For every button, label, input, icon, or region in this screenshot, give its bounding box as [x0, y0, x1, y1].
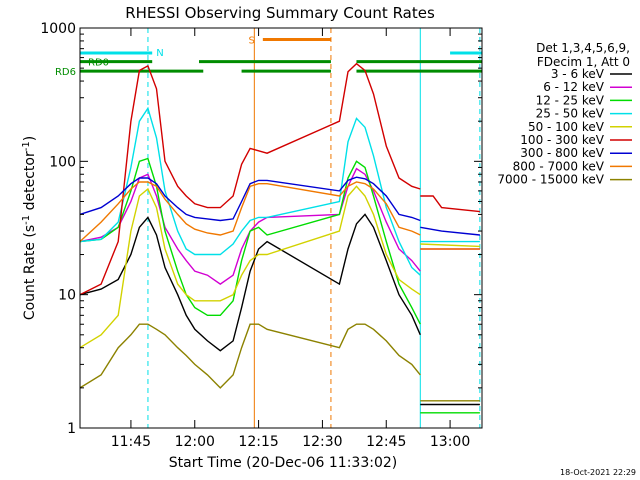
x-tick-label-1: 12:00	[175, 434, 215, 450]
series-line-300-800-kev	[79, 176, 421, 222]
series-line-800-7000-kev	[79, 181, 421, 243]
plot-frame	[79, 27, 483, 429]
legend-label-0: 3 - 6 keV	[551, 67, 605, 81]
legend-label-3: 25 - 50 keV	[536, 107, 605, 121]
series-line-late-300-800-kev	[420, 226, 480, 236]
y-axis-label: Count Rate (s-1 detector-1)	[21, 136, 38, 320]
series-line-late-100-300-kev	[420, 195, 480, 213]
x-tick-label-0: 11:45	[111, 434, 151, 450]
series-line-3-6-kev	[79, 213, 421, 352]
legend-label-6: 300 - 800 keV	[520, 146, 604, 160]
series-line-50-100-kev	[79, 185, 421, 349]
x-tick-label-3: 12:30	[302, 434, 342, 450]
y-axis-label-sup2: -1	[21, 141, 32, 151]
series-line-25-50-kev	[79, 106, 421, 276]
legend-label-1: 6 - 12 keV	[543, 80, 605, 94]
y-axis-label-part2: detector	[22, 151, 38, 215]
x-tick-label-4: 12:45	[366, 434, 406, 450]
x-axis-label: Start Time (20-Dec-06 11:33:02)	[169, 455, 397, 471]
legend-header-line1: Det 1,3,4,5,6,9,	[536, 41, 630, 55]
legend-label-2: 12 - 25 keV	[536, 93, 605, 107]
plot-area: N S RD0 RD6	[55, 28, 482, 428]
legend-header-line2: FDecim 1, Att 0	[537, 55, 630, 69]
legend-label-5: 100 - 300 keV	[520, 133, 604, 147]
flag-label-rd6: RD6	[55, 67, 76, 78]
y-axis: 1 10 100 1000	[40, 21, 482, 437]
flag-label-n: N	[156, 48, 163, 59]
x-tick-label-5: 13:00	[430, 434, 470, 450]
legend-label-7: 800 - 7000 keV	[513, 159, 605, 173]
y-axis-label-sup1: -1	[21, 215, 32, 225]
y-tick-label-1: 10	[58, 288, 76, 304]
y-tick-label-0: 1	[67, 421, 76, 437]
y-axis-label-part1: Count Rate (s	[22, 225, 38, 320]
series-line-7000-15000-kev	[79, 323, 421, 389]
chart-title: RHESSI Observing Summary Count Rates	[125, 4, 435, 22]
y-tick-label-2: 100	[49, 154, 76, 170]
y-tick-label-3: 1000	[40, 21, 76, 37]
footer-timestamp: 18-Oct-2021 22:29	[560, 468, 636, 477]
flag-label-rd0: RD0	[88, 58, 109, 69]
x-tick-label-2: 12:15	[238, 434, 278, 450]
series-line-100-300-kev	[79, 62, 421, 296]
series-line-late-50-100-kev	[420, 243, 480, 248]
y-axis-label-part3: )	[22, 136, 38, 141]
flag-label-s: S	[248, 35, 254, 46]
legend: Det 1,3,4,5,6,9, FDecim 1, Att 0 3 - 6 k…	[497, 41, 632, 187]
legend-label-4: 50 - 100 keV	[528, 120, 605, 134]
x-axis: 11:45 12:00 12:15 12:30 12:45 13:00	[111, 28, 470, 450]
legend-label-8: 7000 - 15000 keV	[497, 173, 604, 187]
